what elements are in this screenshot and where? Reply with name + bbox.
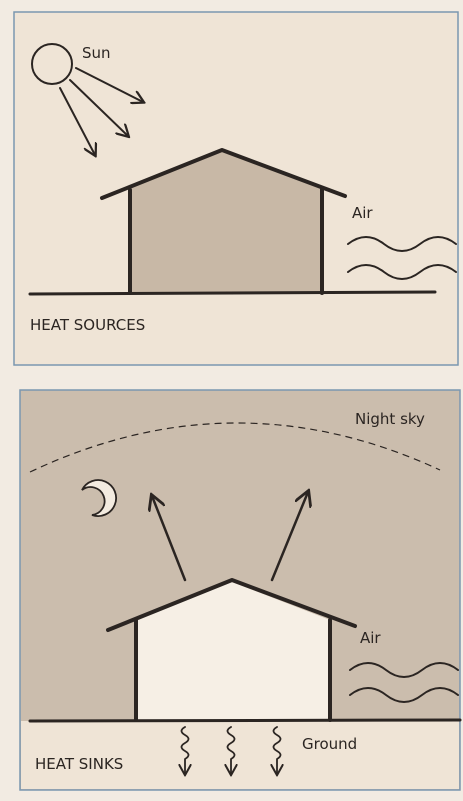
heat-sinks-panel: Night sky Air Ground HEAT SINKS — [19, 389, 462, 791]
moon — [81, 479, 117, 517]
label: Ground — [302, 735, 357, 753]
panel-title: HEAT SOURCES — [30, 316, 145, 334]
ground-line — [28, 718, 462, 723]
air-wave — [349, 687, 459, 703]
heat-sources-panel: Sun Air HEAT SOURCES — [13, 11, 459, 366]
air-wave — [349, 662, 459, 678]
label: Sun — [82, 44, 111, 62]
sun-ray — [59, 87, 95, 155]
roof — [100, 148, 347, 200]
house-interior — [136, 582, 330, 720]
label: Air — [352, 204, 373, 222]
label: Air — [360, 629, 381, 647]
roof — [106, 578, 357, 632]
conduction-arrow — [182, 726, 189, 774]
house-interior — [130, 152, 322, 293]
label: Night sky — [355, 410, 425, 428]
conduction-arrow — [274, 726, 281, 774]
radiation-arrow — [270, 492, 308, 582]
conduction-arrow — [228, 726, 235, 774]
ground-line — [28, 290, 437, 296]
sun-ray — [75, 67, 143, 102]
sky-arc — [29, 422, 441, 473]
air-wave — [347, 264, 457, 280]
radiation-arrow — [152, 496, 187, 582]
sun — [31, 43, 73, 85]
ground-area — [21, 721, 459, 789]
sun-ray — [69, 79, 128, 136]
panel-title: HEAT SINKS — [35, 755, 123, 773]
air-wave — [347, 236, 457, 252]
